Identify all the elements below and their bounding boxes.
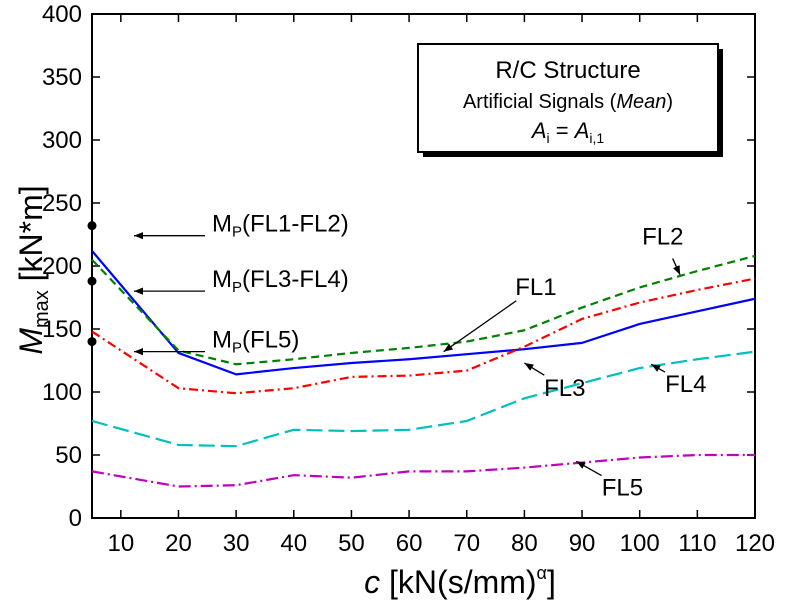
x-tick-label: 70: [453, 530, 480, 557]
annotation-arrow: [672, 258, 681, 276]
info-box-subtitle: Artificial Signals (Mean): [463, 91, 673, 113]
x-tick-label: 100: [620, 530, 660, 557]
x-tick-label: 40: [280, 530, 307, 557]
x-tick-label: 120: [735, 530, 775, 557]
x-tick-label: 80: [511, 530, 538, 557]
x-tick-label: 50: [338, 530, 365, 557]
annotation-arrow: [443, 300, 517, 353]
series-line-fl4: [91, 350, 756, 448]
annotation-fl1: FL1: [515, 274, 556, 301]
series-line-fl2: [91, 254, 756, 366]
annotation-fl5: FL5: [602, 474, 643, 501]
y-axis-title: Mmax [kN*m]: [13, 185, 53, 354]
x-axis-title: c [kN(s/mm)α]: [364, 563, 556, 600]
info-box-equation: Ai = Ai,1: [530, 118, 605, 146]
annotation-arrow: [575, 460, 602, 477]
annotation-arrow: [650, 363, 666, 373]
annotation-arrow: [524, 362, 545, 376]
mp-label: MP(FL1-FL2): [212, 211, 349, 241]
mp-point: [87, 276, 97, 286]
y-tick-label: 250: [42, 190, 82, 217]
mp-label: MP(FL3-FL4): [212, 266, 349, 296]
info-box: [417, 43, 719, 153]
x-tick-label: 110: [678, 530, 716, 557]
series-line-fl1: [91, 250, 756, 376]
mp-point: [87, 337, 97, 347]
annotation-fl3: FL3: [544, 375, 585, 402]
x-tick-label: 60: [396, 530, 423, 557]
mp-label: MP(FL5): [212, 327, 299, 357]
annotation-fl4: FL4: [665, 371, 706, 398]
x-tick-label: 90: [569, 530, 596, 557]
y-tick-label: 150: [42, 316, 82, 343]
mp-point: [87, 221, 97, 231]
info-box-title: R/C Structure: [495, 57, 640, 84]
y-tick-label: 400: [42, 1, 82, 28]
annotation-fl2: FL2: [642, 224, 683, 251]
series-line-fl3: [91, 277, 756, 395]
x-tick-label: 30: [223, 530, 250, 557]
y-tick-label: 100: [42, 379, 82, 406]
series-line-fl5: [91, 453, 755, 488]
x-tick-label: 20: [165, 530, 192, 557]
x-tick-label: 10: [107, 530, 134, 557]
y-tick-label: 200: [42, 253, 82, 280]
y-tick-label: 0: [69, 505, 82, 532]
y-tick-label: 350: [42, 64, 82, 91]
y-tick-label: 50: [55, 442, 82, 469]
y-tick-label: 300: [42, 127, 82, 154]
